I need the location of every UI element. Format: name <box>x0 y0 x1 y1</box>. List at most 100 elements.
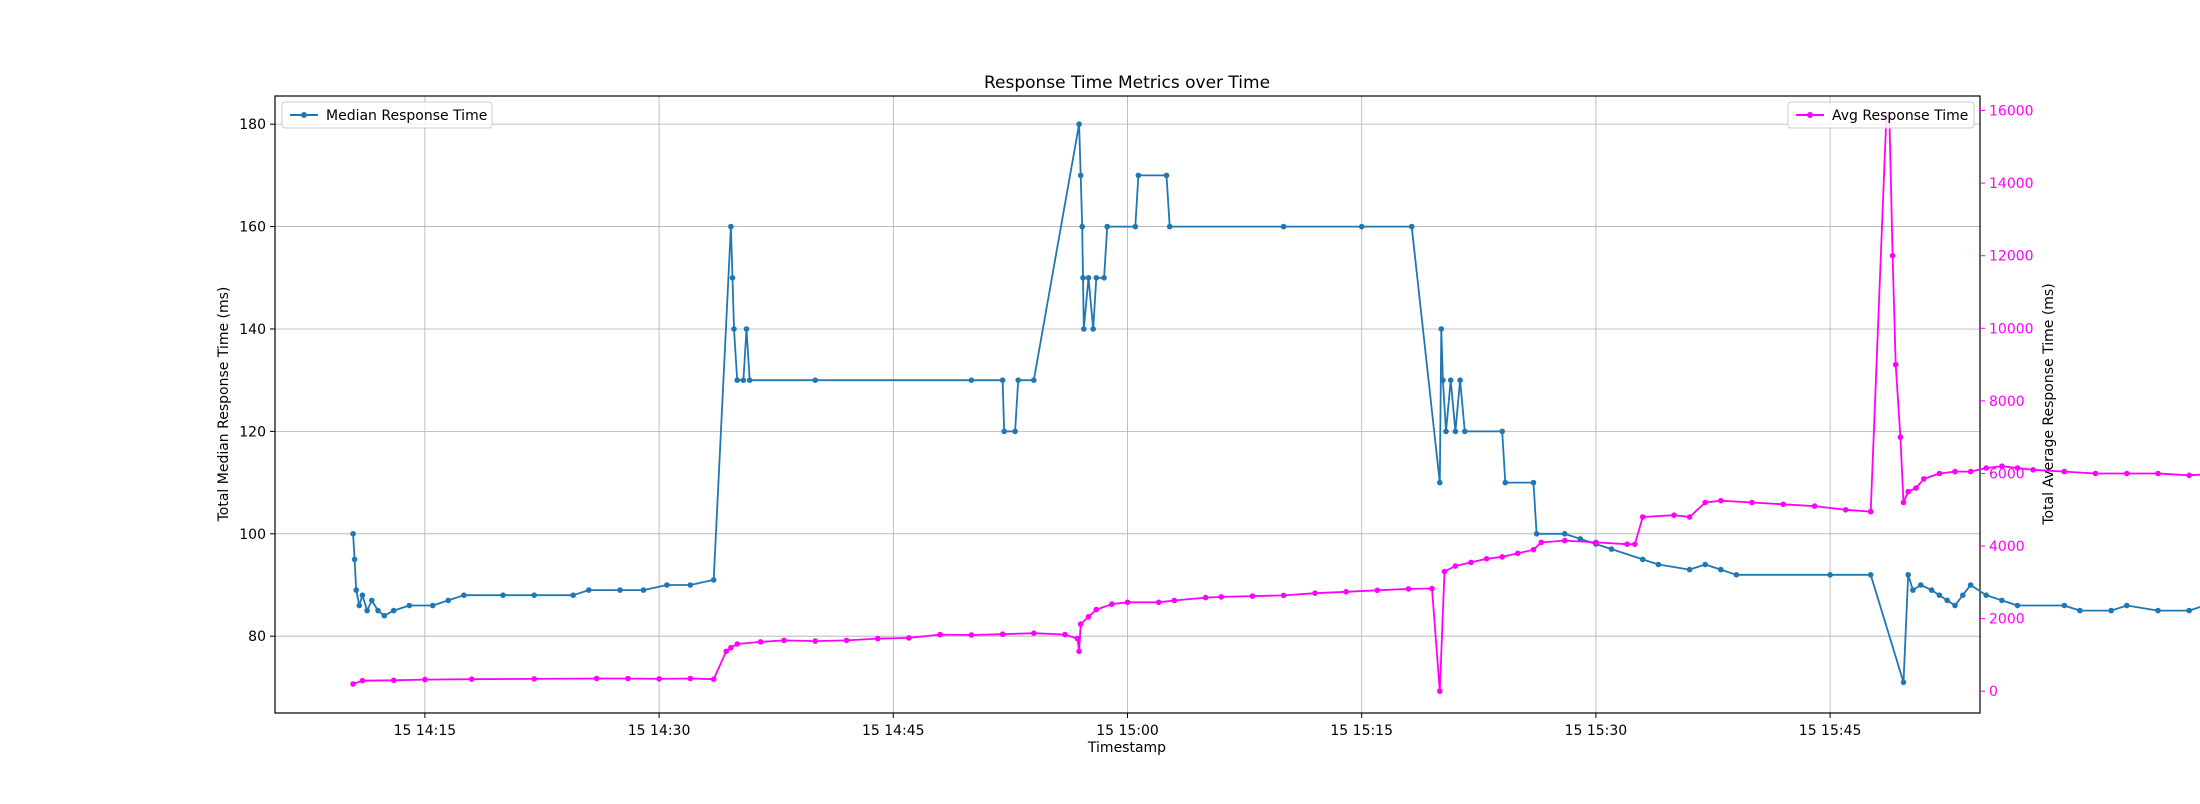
series-avg-point <box>422 676 428 683</box>
series-median-point <box>1952 602 1958 609</box>
series-avg-point <box>2092 470 2099 477</box>
series-avg-point <box>1076 648 1082 655</box>
y-left-tick-label: 120 <box>239 424 266 440</box>
series-median-point <box>1001 428 1007 435</box>
series-median-point <box>1031 377 1037 384</box>
series-avg-point <box>1718 497 1724 504</box>
series-avg-point <box>1999 463 2005 470</box>
series-median-point <box>1012 428 1018 435</box>
series-avg-point <box>1437 688 1443 694</box>
series-median-point <box>359 592 366 598</box>
series-median-point <box>1502 479 1509 486</box>
series-avg-point <box>1913 485 1919 491</box>
series-median-point <box>2061 602 2068 609</box>
series-avg-point <box>1811 503 1818 509</box>
series-avg-point <box>723 648 729 655</box>
chart-title: Response Time Metrics over Time <box>984 73 1270 93</box>
series-median-point <box>1718 566 1724 573</box>
series-avg-point <box>390 677 397 684</box>
series-median-point <box>1533 531 1540 537</box>
y-right-tick-label: 16000 <box>1989 104 2034 120</box>
x-tick-label: 15 14:15 <box>394 723 457 739</box>
series-avg-point <box>757 639 764 645</box>
series-avg-point <box>1889 252 1896 259</box>
series-median-point <box>1166 223 1173 230</box>
series-median-point <box>1135 172 1142 179</box>
series-avg-point <box>359 677 366 684</box>
series-avg-point <box>1062 631 1068 638</box>
series-median-point <box>999 377 1006 384</box>
y-left-tick-label: 180 <box>239 117 266 133</box>
series-avg-point <box>728 644 734 651</box>
series-median-point <box>710 577 717 583</box>
series-avg-point <box>781 637 787 644</box>
series-median-point <box>1443 428 1449 435</box>
series-median-point <box>1928 587 1935 593</box>
series-median-point <box>617 587 623 593</box>
series-median-point <box>1132 223 1139 230</box>
series-avg-point <box>1218 594 1224 600</box>
series-median-point <box>1447 377 1454 384</box>
series-median-point <box>746 377 753 384</box>
series-median <box>350 121 2200 686</box>
series-avg-point <box>1983 465 1989 471</box>
series-median-point <box>731 326 737 332</box>
series-median-point <box>1437 479 1443 486</box>
series-avg-line <box>352 116 2200 693</box>
series-median-point <box>1900 679 1907 686</box>
series-avg-point <box>1952 468 1958 475</box>
series-avg-point <box>1921 476 1927 482</box>
series-median-point <box>586 587 592 593</box>
series-avg-point <box>1124 599 1131 606</box>
series-avg <box>350 115 2200 694</box>
series-median-point <box>1079 223 1085 230</box>
series-avg-point <box>906 635 912 641</box>
series-avg-point <box>1109 601 1115 607</box>
series-median-point <box>1090 326 1096 332</box>
legend-avg-label: Avg Response Time <box>1832 108 1968 124</box>
series-avg-point <box>1639 514 1646 520</box>
legend-avg-marker <box>1807 112 1813 118</box>
series-median-point <box>1076 121 1082 127</box>
legend-avg: Avg Response Time <box>1787 101 1975 129</box>
series-avg-point <box>937 631 943 638</box>
series-avg-point <box>1280 592 1287 599</box>
series-avg-point <box>968 632 975 638</box>
series-median-point <box>2186 607 2192 614</box>
series-median-point <box>531 592 537 598</box>
series-avg-point <box>1967 468 1974 475</box>
series-avg-point <box>1538 539 1545 546</box>
series-median-point <box>2124 602 2130 609</box>
series-avg-point <box>1374 587 1381 594</box>
axis-layer: 15 14:15 15 14:30 15 14:45 15 15:00 15 15:15… <box>239 104 2033 739</box>
y-axis-label-right: Total Average Response Time (ms) <box>2041 283 2057 525</box>
series-median-point <box>1101 275 1107 281</box>
series-avg-point <box>2030 467 2036 473</box>
x-tick-label: 15 15:30 <box>1565 723 1628 739</box>
series-median-point <box>1438 326 1445 332</box>
x-tick-label: 15 15:00 <box>1096 723 1159 739</box>
series-avg-point <box>1171 597 1178 604</box>
series-median-point <box>728 223 734 230</box>
x-tick-label: 15 14:45 <box>862 723 925 739</box>
series-median-point <box>734 377 740 384</box>
series-avg-point <box>1867 508 1874 515</box>
series-median-point <box>1655 561 1662 568</box>
series-median-point <box>1163 172 1170 179</box>
series-median-point <box>740 377 747 384</box>
series-avg-point <box>1593 539 1599 546</box>
series-avg-point <box>1031 630 1037 636</box>
series-median-point <box>968 377 975 384</box>
series-avg-point <box>593 675 600 682</box>
series-median-point <box>743 326 750 332</box>
y-right-tick-label: 8000 <box>1989 394 2025 410</box>
series-avg-point <box>1624 541 1630 547</box>
y-axis-label-left: Total Median Response Time (ms) <box>216 287 232 523</box>
series-median-point <box>1280 223 1287 230</box>
y-left-tick-label: 160 <box>239 220 266 236</box>
series-median-point <box>2108 607 2114 614</box>
series-avg-point <box>1312 590 1318 596</box>
series-avg-point <box>2186 472 2192 479</box>
